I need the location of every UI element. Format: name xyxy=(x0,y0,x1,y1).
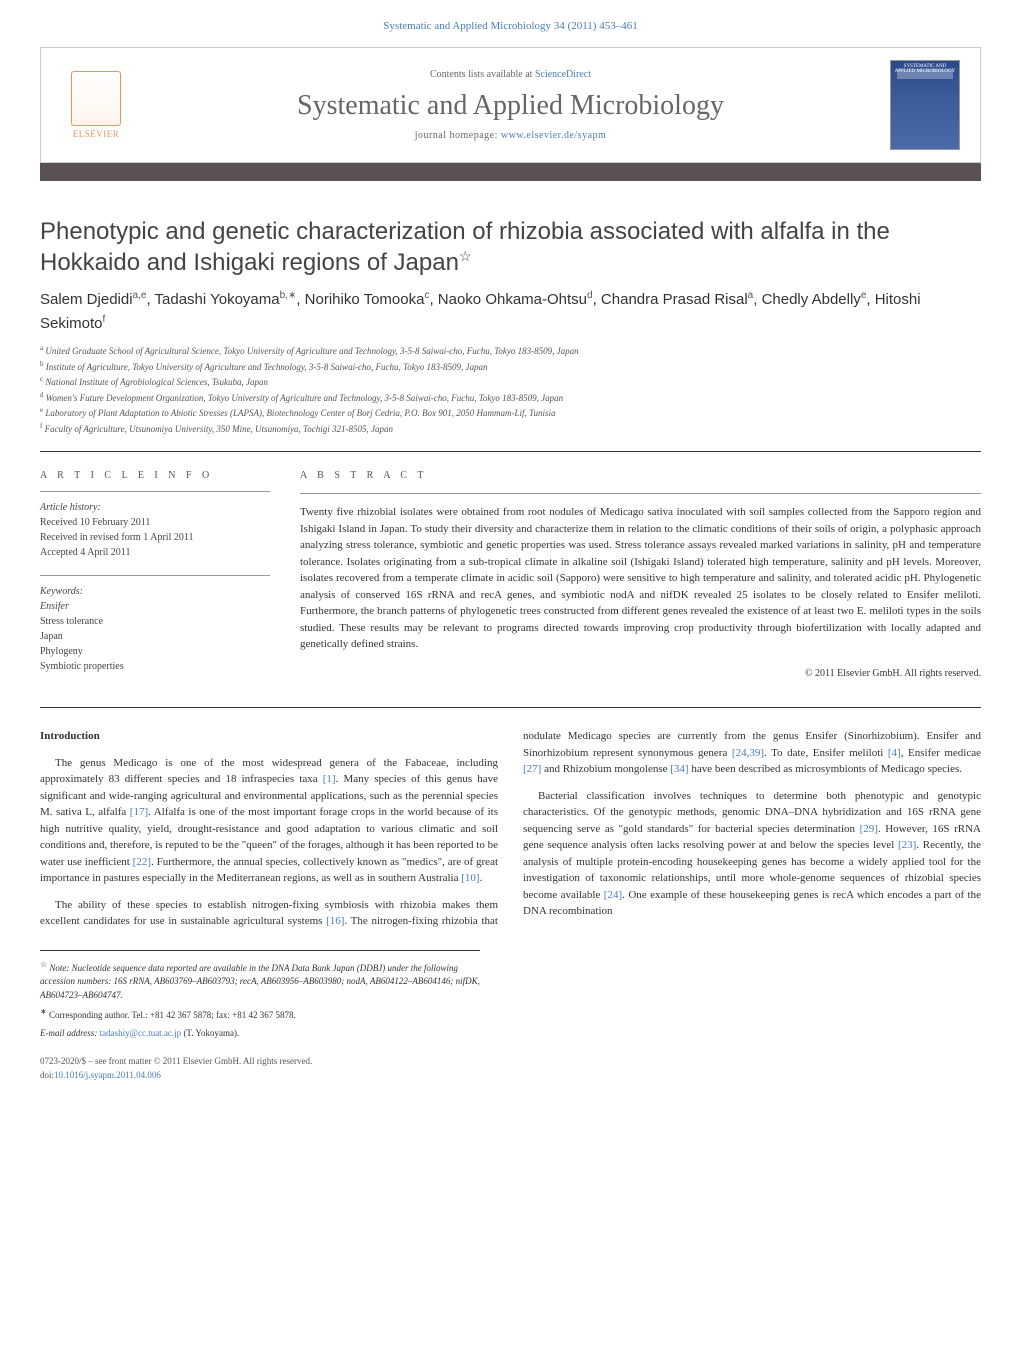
ref-link[interactable]: [16] xyxy=(326,915,344,927)
ref-link[interactable]: [22] xyxy=(133,856,151,868)
ref-link[interactable]: [34] xyxy=(670,763,688,775)
footnote-note: ☆ Note: Nucleotide sequence data reporte… xyxy=(40,959,480,1003)
ref-link[interactable]: [29] xyxy=(860,823,878,835)
ref-link[interactable]: [27] xyxy=(523,763,541,775)
doi-link[interactable]: 10.1016/j.syapm.2011.04.006 xyxy=(54,1070,161,1080)
ref-link[interactable]: [23] xyxy=(898,839,916,851)
ref-link[interactable]: [10] xyxy=(461,872,479,884)
info-abstract-row: A R T I C L E I N F O Article history: R… xyxy=(40,452,981,707)
homepage-line: journal homepage: www.elsevier.de/syapm xyxy=(151,130,870,141)
article-history: Article history: Received 10 February 20… xyxy=(40,500,270,560)
info-divider xyxy=(40,491,270,492)
intro-header: Introduction xyxy=(40,728,498,745)
article-title: Phenotypic and genetic characterization … xyxy=(40,216,981,278)
article-info-header: A R T I C L E I N F O xyxy=(40,470,270,481)
elsevier-tree-icon xyxy=(71,71,121,126)
contents-line: Contents lists available at ScienceDirec… xyxy=(151,69,870,80)
keywords: Keywords: Ensifer Stress tolerance Japan… xyxy=(40,584,270,674)
title-footnote-marker: ☆ xyxy=(459,248,472,264)
ref-link[interactable]: [1] xyxy=(323,773,336,785)
footnotes: ☆ Note: Nucleotide sequence data reporte… xyxy=(40,950,480,1041)
footnote-corresponding: ∗ Corresponding author. Tel.: +81 42 367… xyxy=(40,1006,480,1023)
affiliation-d: d Women's Future Development Organizatio… xyxy=(40,390,981,406)
affiliation-a: a United Graduate School of Agricultural… xyxy=(40,343,981,359)
abstract-divider xyxy=(300,493,981,494)
issn-line: 0723-2020/$ – see front matter © 2011 El… xyxy=(40,1055,981,1069)
elsevier-label: ELSEVIER xyxy=(73,129,120,139)
separator-bar xyxy=(40,163,981,181)
authors-list: Salem Djedidia,e, Tadashi Yokoyamab,∗, N… xyxy=(40,288,981,335)
banner-center: Contents lists available at ScienceDirec… xyxy=(151,69,870,141)
email-link[interactable]: tadashiy@cc.tuat.ac.jp xyxy=(100,1028,182,1038)
elsevier-logo: ELSEVIER xyxy=(61,65,131,145)
ref-link[interactable]: [24] xyxy=(604,889,622,901)
info-divider xyxy=(40,575,270,576)
journal-banner: ELSEVIER Contents lists available at Sci… xyxy=(40,47,981,163)
paragraph: The genus Medicago is one of the most wi… xyxy=(40,755,498,887)
ref-link[interactable]: [17] xyxy=(130,806,148,818)
journal-title: Systematic and Applied Microbiology xyxy=(151,90,870,122)
sciencedirect-link[interactable]: ScienceDirect xyxy=(535,69,591,80)
ref-link[interactable]: [4] xyxy=(888,747,901,759)
affiliations: a United Graduate School of Agricultural… xyxy=(40,343,981,436)
article-info: A R T I C L E I N F O Article history: R… xyxy=(40,470,270,689)
footer: 0723-2020/$ – see front matter © 2011 El… xyxy=(40,1055,981,1082)
body-content: Introduction The genus Medicago is one o… xyxy=(40,728,981,930)
header-citation: Systematic and Applied Microbiology 34 (… xyxy=(0,0,1021,47)
doi-line: doi:10.1016/j.syapm.2011.04.006 xyxy=(40,1069,981,1083)
affiliation-f: f Faculty of Agriculture, Utsunomiya Uni… xyxy=(40,421,981,437)
abstract-header: A B S T R A C T xyxy=(300,470,981,481)
abstract: A B S T R A C T Twenty five rhizobial is… xyxy=(300,470,981,689)
paragraph: Bacterial classification involves techni… xyxy=(523,788,981,920)
footnote-email: E-mail address: tadashiy@cc.tuat.ac.jp (… xyxy=(40,1027,480,1041)
affiliation-c: c National Institute of Agrobiological S… xyxy=(40,374,981,390)
divider xyxy=(40,707,981,708)
abstract-copyright: © 2011 Elsevier GmbH. All rights reserve… xyxy=(300,668,981,679)
affiliation-e: e Laboratory of Plant Adaptation to Abio… xyxy=(40,405,981,421)
header-citation-link[interactable]: Systematic and Applied Microbiology 34 (… xyxy=(383,20,637,32)
ref-link[interactable]: [24,39] xyxy=(732,747,764,759)
affiliation-b: b Institute of Agriculture, Tokyo Univer… xyxy=(40,359,981,375)
abstract-text: Twenty five rhizobial isolates were obta… xyxy=(300,504,981,653)
journal-cover-thumbnail: SYSTEMATIC AND APPLIED MICROBIOLOGY xyxy=(890,60,960,150)
homepage-link[interactable]: www.elsevier.de/syapm xyxy=(501,130,606,141)
